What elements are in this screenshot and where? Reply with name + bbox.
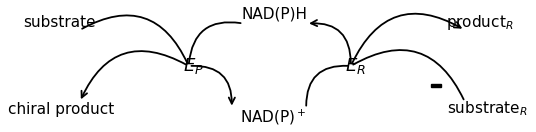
Text: substrate$_R$: substrate$_R$ xyxy=(447,100,528,118)
Text: $E_R$: $E_R$ xyxy=(345,56,366,76)
Text: substrate: substrate xyxy=(23,15,96,30)
Text: product$_R$: product$_R$ xyxy=(446,13,514,32)
Text: NAD(P)$^+$: NAD(P)$^+$ xyxy=(240,108,307,127)
Text: chiral product: chiral product xyxy=(8,102,114,117)
Text: $E_P$: $E_P$ xyxy=(183,56,204,76)
Text: NAD(P)H: NAD(P)H xyxy=(242,7,308,22)
Bar xyxy=(431,84,441,87)
